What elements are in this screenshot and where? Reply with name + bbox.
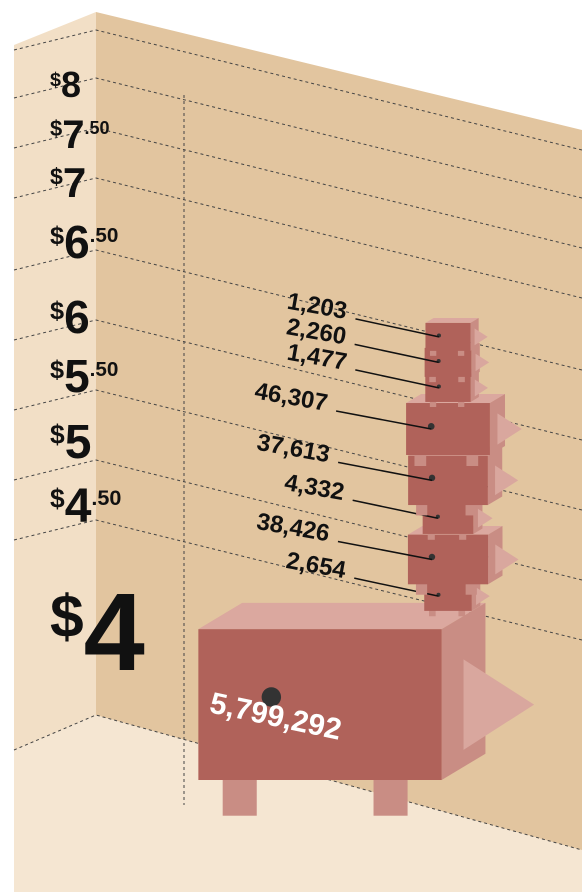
leader-line <box>354 343 439 364</box>
pig-leg <box>429 399 437 408</box>
pig-top <box>198 602 486 630</box>
pig-leg <box>457 348 465 356</box>
pig-body <box>425 322 471 351</box>
pig <box>406 393 522 466</box>
pig-head <box>476 587 490 605</box>
pig-head <box>495 544 519 575</box>
level-line <box>13 249 582 371</box>
pig-body <box>406 403 490 456</box>
pigs: 5,799,2922,65438,4264,33237,61346,3071,4… <box>198 288 535 816</box>
level-line <box>13 29 582 151</box>
pig-head <box>497 413 522 445</box>
pig-head <box>463 659 535 750</box>
pig-leg <box>428 608 436 617</box>
wage-label: $7 <box>50 159 86 206</box>
pig-head <box>477 508 493 528</box>
grid <box>13 29 582 851</box>
wage-label: $5.50 <box>50 350 118 402</box>
pig-head <box>475 353 490 372</box>
leader-line <box>337 461 433 482</box>
pig-leg <box>466 453 479 466</box>
pig-leg <box>415 582 428 595</box>
pig-body <box>424 581 472 611</box>
leader-line <box>335 410 432 430</box>
pig-body <box>198 629 442 780</box>
pig-leg <box>458 374 465 383</box>
leader-line <box>355 369 440 389</box>
wage-label: $4 <box>50 571 145 694</box>
wage-label: $5 <box>50 416 91 469</box>
pig-leg <box>458 608 466 617</box>
level-line <box>13 459 582 581</box>
wage-label: $6.50 <box>50 216 118 268</box>
pig <box>198 602 535 816</box>
pig-leg <box>429 348 437 356</box>
pig-leg <box>457 399 465 408</box>
level-line <box>13 177 582 299</box>
pig-leg <box>416 503 428 516</box>
level-line <box>13 389 582 511</box>
pig-leg <box>465 503 477 516</box>
pig-head <box>474 328 488 346</box>
wage-labels: $8 $7.50$7 $6.50 $6 $5.50 $5 $4.50 $4 <box>50 64 145 694</box>
level-line <box>13 77 582 199</box>
pig-eye <box>261 687 282 707</box>
side-wall <box>14 12 96 892</box>
leader-line <box>355 318 440 338</box>
pig-body <box>422 502 474 534</box>
floor <box>14 715 582 892</box>
pig-leg <box>427 531 435 540</box>
pig-top <box>425 318 479 323</box>
level-line <box>13 319 582 441</box>
pig-body <box>407 534 489 585</box>
level-line <box>13 127 582 249</box>
pig-head <box>474 379 488 397</box>
pig-leg <box>222 778 257 816</box>
wage-label: $8 <box>50 64 81 105</box>
pig-leg <box>373 778 408 816</box>
level-line <box>13 519 582 641</box>
pig <box>425 318 488 356</box>
wage-label: $7.50 <box>50 113 110 157</box>
wage-label: $4.50 <box>50 480 121 533</box>
wage-label: $6 <box>50 291 90 343</box>
pig-head <box>495 465 519 496</box>
pig-leg <box>465 582 477 595</box>
pig-leg <box>459 531 467 540</box>
leader-line <box>337 540 433 561</box>
pig-leg <box>414 453 427 466</box>
pig-leg <box>429 374 436 383</box>
